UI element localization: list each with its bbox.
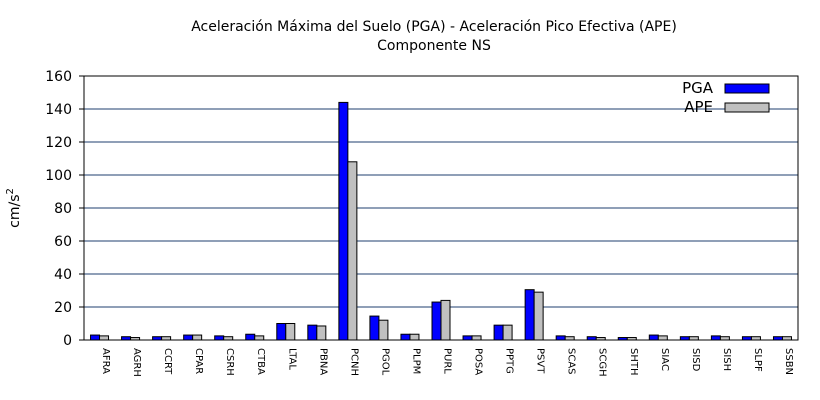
bar-ape bbox=[192, 334, 203, 341]
bar-ape bbox=[99, 335, 110, 341]
y-tick-label: 160 bbox=[45, 69, 72, 85]
legend-label-pga: PGA bbox=[682, 79, 714, 97]
bar-pga bbox=[121, 336, 132, 341]
x-tick-label: PSVT bbox=[535, 348, 546, 374]
x-tick-label: SSBN bbox=[783, 348, 794, 375]
x-tick-label: CCRT bbox=[162, 348, 173, 375]
y-tick-label: 120 bbox=[45, 135, 72, 151]
x-tick-label: PCNH bbox=[348, 348, 359, 376]
y-tick-label: 60 bbox=[54, 234, 72, 250]
x-tick-label: SISD bbox=[690, 348, 701, 372]
y-tick-label: 40 bbox=[54, 267, 72, 283]
legend-label-ape: APE bbox=[684, 98, 713, 116]
bar-pga bbox=[183, 334, 194, 341]
plot-area: 0 20 40 60 80 100 120 140 160 AFRA AGRH CCRT CPAR CSR… bbox=[45, 69, 799, 377]
y-axis-label: cm/s2 bbox=[5, 188, 23, 228]
legend: PGA APE bbox=[682, 79, 770, 116]
bar-pga bbox=[772, 336, 783, 341]
x-tick-label: PURL bbox=[442, 348, 453, 374]
bar-ape bbox=[502, 324, 513, 341]
x-tick-label: AGRH bbox=[131, 348, 142, 377]
y-tick-label: 20 bbox=[54, 300, 72, 316]
x-tick-label: PPTG bbox=[504, 348, 515, 374]
bar-ape bbox=[781, 336, 792, 341]
x-tick-label: POSA bbox=[473, 348, 484, 375]
bar-pga bbox=[586, 336, 597, 341]
x-tick-label: PLPM bbox=[410, 348, 421, 374]
bar-ape bbox=[440, 299, 451, 341]
bar-ape bbox=[285, 323, 296, 341]
bar-ape bbox=[688, 336, 699, 341]
y-tick-label: 100 bbox=[45, 168, 72, 184]
bar-ape bbox=[657, 335, 668, 341]
x-tick-label: LTAL bbox=[286, 348, 297, 370]
y-tick-label: 140 bbox=[45, 102, 72, 118]
bar-ape bbox=[626, 337, 637, 341]
bar-pga bbox=[307, 324, 318, 341]
bar-pga bbox=[462, 335, 473, 341]
bar-ape bbox=[409, 333, 420, 341]
x-tick-label: SHTH bbox=[628, 348, 639, 376]
bar-pga bbox=[555, 335, 566, 341]
bar-ape bbox=[347, 161, 358, 341]
bar-pga bbox=[276, 323, 287, 341]
bar-pga bbox=[369, 315, 380, 341]
bar-pga bbox=[90, 334, 101, 341]
bar-ape bbox=[130, 337, 141, 341]
bar-pga bbox=[431, 301, 442, 341]
x-tick-label: AFRA bbox=[100, 348, 111, 374]
bar-pga bbox=[648, 334, 659, 341]
x-tick-label: CSRH bbox=[224, 348, 235, 376]
x-tick-label: PGOL bbox=[379, 348, 390, 376]
y-tick-label: 80 bbox=[54, 201, 72, 217]
x-tick-label: CPAR bbox=[193, 348, 204, 374]
bar-ape bbox=[564, 336, 575, 341]
bar-ape bbox=[316, 325, 327, 341]
x-tick-label: SISH bbox=[721, 348, 732, 371]
x-tick-label: SCGH bbox=[597, 348, 608, 377]
x-tick-label: SCAS bbox=[566, 348, 577, 375]
bar-pga bbox=[338, 101, 349, 341]
y-axis-label-unit: cm/s bbox=[7, 195, 23, 228]
bar-ape bbox=[254, 335, 265, 341]
x-tick-label: SIAC bbox=[659, 348, 670, 371]
bar-pga bbox=[214, 335, 225, 341]
bar-ape bbox=[750, 336, 761, 341]
bar-pga bbox=[617, 337, 628, 341]
y-tick-label: 0 bbox=[63, 333, 72, 349]
bar-ape bbox=[719, 336, 730, 341]
bar-pga bbox=[741, 336, 752, 341]
bar-ape bbox=[161, 336, 172, 341]
bar-pga bbox=[493, 324, 504, 341]
bar-pga bbox=[524, 289, 535, 341]
bar-ape bbox=[378, 319, 389, 341]
bar-pga bbox=[400, 333, 411, 341]
bar-ape bbox=[595, 337, 606, 341]
y-axis-label-exponent: 2 bbox=[5, 188, 16, 194]
bar-ape bbox=[533, 291, 544, 341]
x-tick-label: PBNA bbox=[317, 348, 328, 375]
bar-pga bbox=[679, 336, 690, 341]
chart-subtitle: Componente NS bbox=[377, 38, 491, 54]
bar-pga bbox=[710, 335, 721, 341]
bar-ape bbox=[471, 335, 482, 341]
chart-title: Aceleración Máxima del Suelo (PGA) - Ace… bbox=[191, 19, 677, 35]
x-tick-label: CTBA bbox=[255, 348, 266, 375]
x-tick-label: SLPF bbox=[752, 348, 763, 372]
bar-pga bbox=[152, 336, 163, 341]
bar-ape bbox=[223, 336, 234, 341]
legend-swatch-ape bbox=[724, 102, 770, 113]
bar-pga bbox=[245, 333, 256, 341]
legend-swatch-pga bbox=[724, 83, 770, 94]
